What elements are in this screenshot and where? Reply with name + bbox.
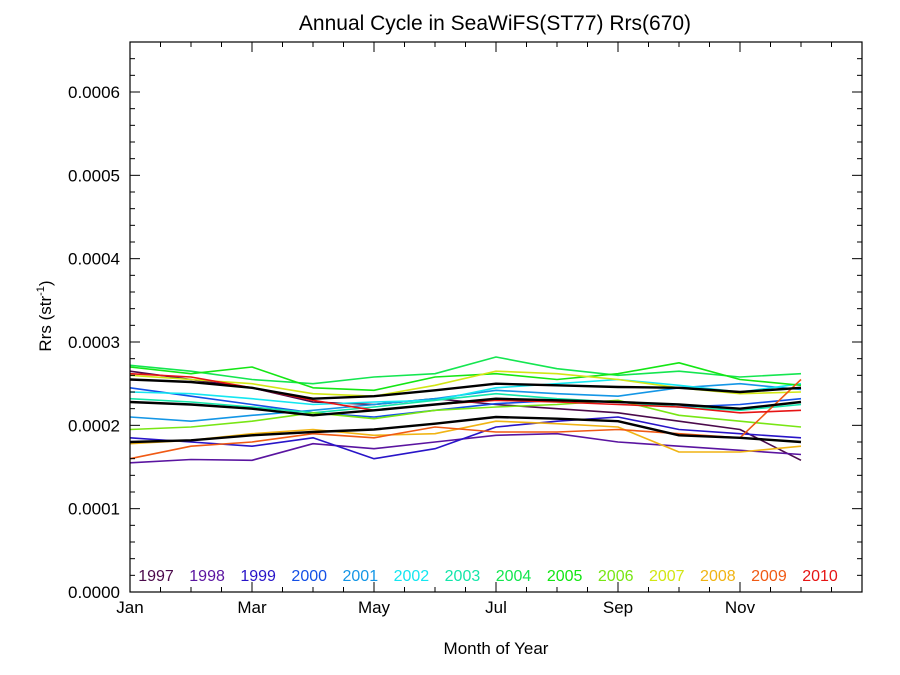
legend-item-2010: 2010 bbox=[802, 568, 838, 585]
svg-text:Rrs (str-1): Rrs (str-1) bbox=[35, 280, 55, 351]
series-line-2009 bbox=[129, 378, 802, 460]
x-tick-label: Nov bbox=[725, 598, 756, 617]
legend-item-2008: 2008 bbox=[700, 568, 736, 585]
legend-item-2003: 2003 bbox=[445, 568, 481, 585]
plot-frame bbox=[129, 41, 863, 593]
legend-item-2005: 2005 bbox=[547, 568, 583, 585]
x-tick-label: Jul bbox=[485, 598, 507, 617]
y-tick-labels: 0.0000 0.0001 0.0002 0.0003 0.0004 0.0005 0.00… bbox=[68, 83, 120, 602]
y-tick-label: 0.0004 bbox=[68, 250, 120, 269]
y-tick-label: 0.0002 bbox=[68, 416, 120, 435]
legend-item-2002: 2002 bbox=[394, 568, 430, 585]
y-axis-label-superscript: -1 bbox=[35, 286, 47, 296]
legend-item-1999: 1999 bbox=[240, 568, 276, 585]
legend-item-1997: 1997 bbox=[138, 568, 174, 585]
plot-area: 0.0000 0.0001 0.0002 0.0003 0.0004 0.0005 0.00… bbox=[68, 41, 863, 617]
y-tick-label: 0.0003 bbox=[68, 333, 120, 352]
y-axis-label-close: ) bbox=[36, 280, 55, 286]
series-lines bbox=[129, 356, 802, 464]
legend-item-2001: 2001 bbox=[343, 568, 379, 585]
x-tick-label: Sep bbox=[603, 598, 633, 617]
series-line-2008 bbox=[129, 420, 802, 453]
x-tick-label: Mar bbox=[237, 598, 267, 617]
legend-item-2000: 2000 bbox=[291, 568, 327, 585]
y-axis-label: Rrs (str-1) bbox=[35, 280, 55, 351]
series-line-2002 bbox=[129, 378, 802, 406]
x-tick-labels: Jan Mar May Jul Sep Nov bbox=[116, 598, 755, 617]
series-line-2005 bbox=[129, 361, 802, 392]
legend-item-2007: 2007 bbox=[649, 568, 685, 585]
chart-title: Annual Cycle in SeaWiFS(ST77) Rrs(670) bbox=[299, 12, 691, 35]
x-tick-label: May bbox=[358, 598, 391, 617]
y-axis-label-main: Rrs (str bbox=[36, 296, 55, 352]
series-line-2004 bbox=[129, 356, 802, 385]
x-tick-label: Jan bbox=[116, 598, 143, 617]
legend-item-2006: 2006 bbox=[598, 568, 634, 585]
legend-item-1998: 1998 bbox=[189, 568, 225, 585]
mean-line-3 bbox=[129, 415, 802, 444]
legend-item-2004: 2004 bbox=[496, 568, 532, 585]
series-line-2006 bbox=[129, 399, 802, 431]
x-axis-label: Month of Year bbox=[444, 639, 549, 658]
series-line-1999 bbox=[129, 416, 802, 460]
legend: 1997 1998 1999 2000 2001 2002 2003 2004 2005 2006… bbox=[138, 568, 838, 585]
legend-item-2009: 2009 bbox=[751, 568, 787, 585]
y-tick-label: 0.0006 bbox=[68, 83, 120, 102]
y-tick-label: 0.0000 bbox=[68, 583, 120, 602]
mean-line-1 bbox=[129, 378, 802, 400]
mean-lines bbox=[129, 378, 802, 444]
y-tick-label: 0.0005 bbox=[68, 166, 120, 185]
axis-ticks bbox=[129, 41, 863, 593]
y-tick-label: 0.0001 bbox=[68, 500, 120, 519]
series-line-2000 bbox=[129, 387, 802, 418]
mean-line-2 bbox=[129, 397, 802, 417]
